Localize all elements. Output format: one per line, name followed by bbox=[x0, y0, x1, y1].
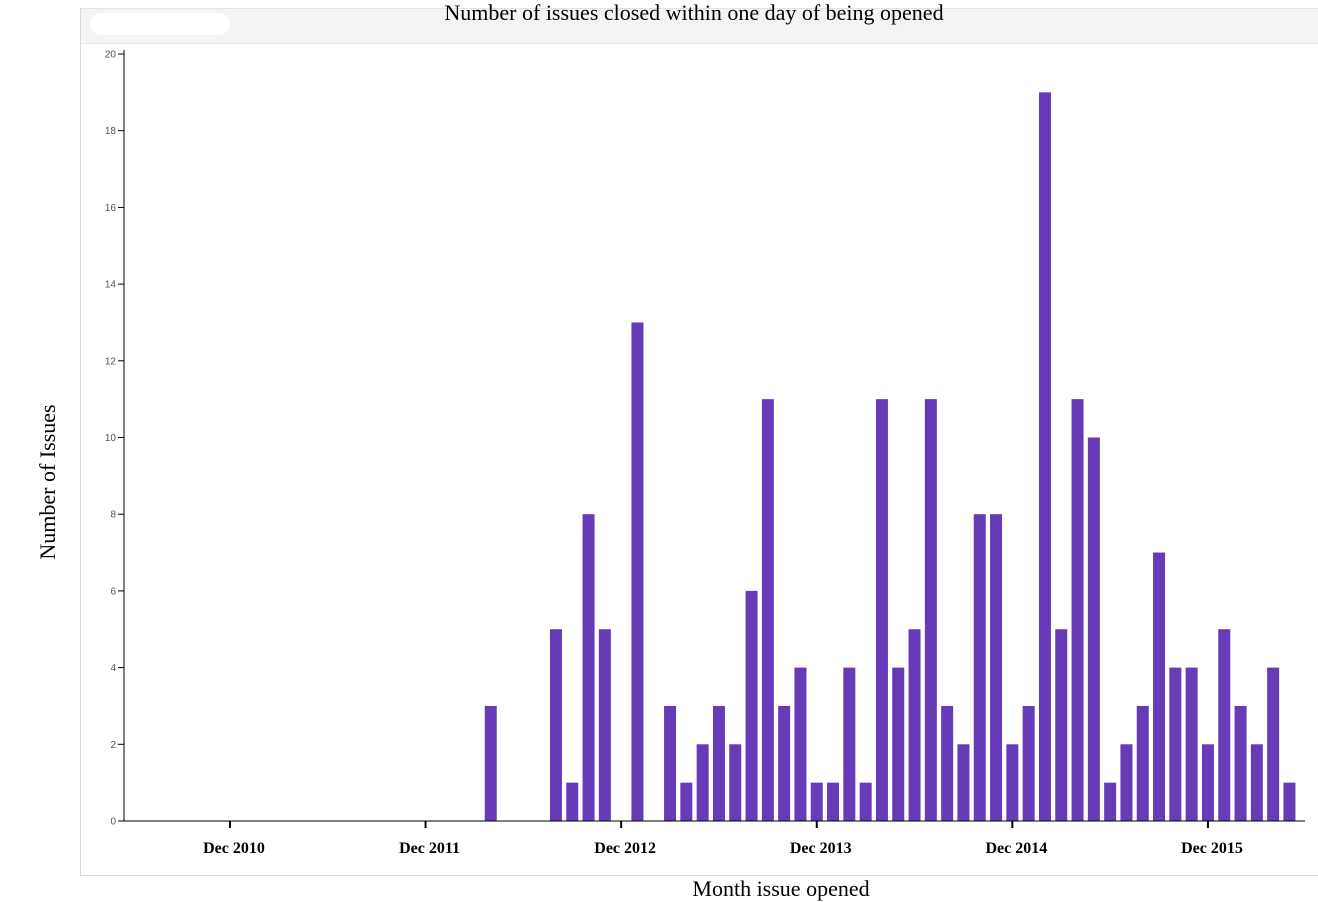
bar bbox=[957, 744, 970, 821]
y-tick-label: 6 bbox=[110, 586, 116, 597]
chart-title: Number of issues closed within one day o… bbox=[444, 0, 944, 25]
bar bbox=[875, 399, 888, 821]
y-tick-label: 8 bbox=[110, 510, 116, 521]
x-ticks: Dec 2010 Dec 2011 Dec 2012 Dec 2013 Dec 2014… bbox=[203, 821, 1243, 857]
x-tick-label: Dec 2013 bbox=[790, 840, 852, 857]
bar bbox=[778, 705, 791, 821]
x-axis-label-wrap: Month issue opened bbox=[0, 876, 1318, 902]
bar bbox=[631, 322, 644, 821]
bar bbox=[1234, 705, 1247, 821]
chart-header-band bbox=[81, 9, 1318, 44]
bar bbox=[729, 744, 742, 821]
bar bbox=[1267, 667, 1280, 821]
bar bbox=[859, 782, 872, 821]
bar bbox=[1022, 705, 1035, 821]
bar bbox=[892, 667, 905, 821]
bar bbox=[680, 782, 693, 821]
bar bbox=[1169, 667, 1182, 821]
bar bbox=[990, 514, 1003, 821]
redacted-label bbox=[90, 13, 230, 35]
y-tick-label: 20 bbox=[105, 50, 117, 61]
x-tick-label: Dec 2012 bbox=[594, 840, 656, 857]
x-tick-label: Dec 2015 bbox=[1181, 840, 1243, 857]
y-tick-label: 12 bbox=[105, 356, 117, 367]
y-tick-label: 2 bbox=[110, 740, 116, 751]
y-tick-label: 10 bbox=[105, 433, 117, 444]
x-tick-label: Dec 2010 bbox=[203, 840, 265, 857]
x-tick-label: Dec 2011 bbox=[399, 840, 460, 857]
bar bbox=[582, 514, 595, 821]
bar bbox=[712, 705, 725, 821]
bar bbox=[1055, 629, 1068, 821]
bar bbox=[1038, 92, 1051, 822]
chart-frame bbox=[80, 8, 1318, 876]
bar bbox=[843, 667, 856, 821]
axes bbox=[123, 50, 1305, 822]
bar bbox=[1120, 744, 1133, 821]
y-tick-label: 14 bbox=[105, 280, 117, 291]
bar bbox=[810, 782, 823, 821]
bar bbox=[1185, 667, 1198, 821]
bar bbox=[1218, 629, 1231, 821]
y-tick-label: 0 bbox=[110, 817, 116, 828]
bar bbox=[549, 629, 562, 821]
bar bbox=[598, 629, 611, 821]
bar bbox=[1087, 437, 1100, 821]
bar bbox=[908, 629, 921, 821]
bar bbox=[1250, 744, 1263, 821]
bar bbox=[1153, 552, 1166, 821]
bar bbox=[1136, 705, 1149, 821]
bar bbox=[1071, 399, 1084, 821]
bar bbox=[1006, 744, 1019, 821]
x-tick-label: Dec 2014 bbox=[985, 840, 1047, 857]
y-tick-label: 4 bbox=[110, 663, 116, 674]
bar bbox=[1283, 782, 1296, 821]
bar bbox=[696, 744, 709, 821]
x-axis-label: Month issue opened bbox=[692, 876, 870, 901]
bar bbox=[941, 705, 954, 821]
bar bbox=[1104, 782, 1117, 821]
bar bbox=[973, 514, 986, 821]
bar bbox=[827, 782, 840, 821]
bar bbox=[484, 705, 497, 821]
y-tick-label: 18 bbox=[105, 126, 117, 137]
bar bbox=[1201, 744, 1214, 821]
bar bbox=[794, 667, 807, 821]
y-ticks: 0 2 4 6 8 10 12 14 16 18 20 bbox=[105, 50, 124, 828]
y-tick-label: 16 bbox=[105, 203, 117, 214]
bar bbox=[761, 399, 774, 821]
bar bbox=[664, 705, 677, 821]
bar bbox=[566, 782, 579, 821]
bars bbox=[484, 92, 1296, 822]
bar bbox=[745, 590, 758, 821]
bar bbox=[924, 399, 937, 821]
